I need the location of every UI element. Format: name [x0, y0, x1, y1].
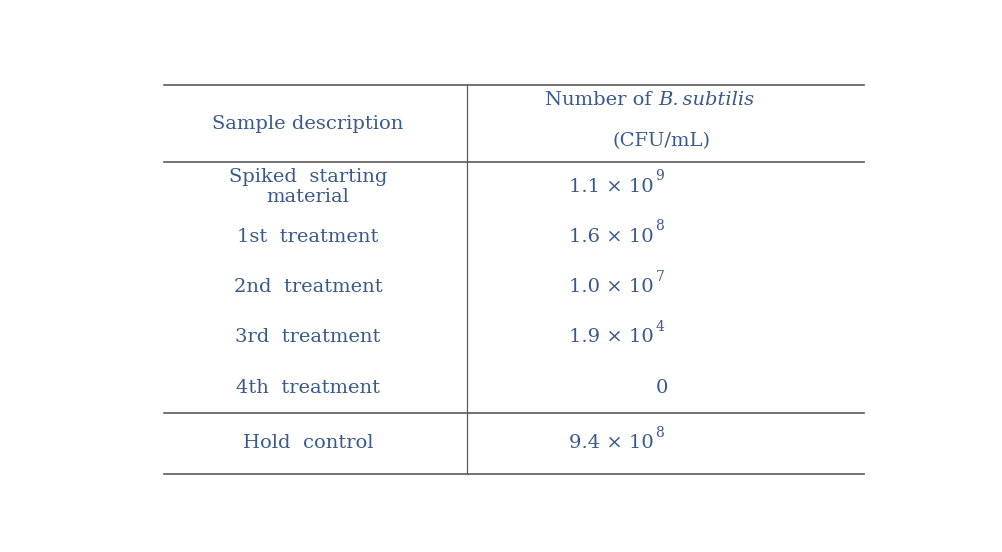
Text: 1.9 × 10: 1.9 × 10 — [569, 328, 653, 347]
Text: 8: 8 — [655, 426, 663, 440]
Text: 4th  treatment: 4th treatment — [235, 379, 380, 396]
Text: 1.0 × 10: 1.0 × 10 — [569, 278, 653, 296]
Text: 3rd  treatment: 3rd treatment — [235, 328, 381, 347]
Text: Sample description: Sample description — [212, 115, 404, 132]
Text: B. subtilis: B. subtilis — [657, 91, 754, 109]
Text: 8: 8 — [655, 220, 663, 233]
Text: 1.1 × 10: 1.1 × 10 — [569, 178, 653, 196]
Text: 1.6 × 10: 1.6 × 10 — [569, 228, 653, 246]
Text: Hold  control: Hold control — [242, 434, 373, 453]
Text: Number of: Number of — [544, 91, 657, 109]
Text: 9.4 × 10: 9.4 × 10 — [569, 434, 653, 453]
Text: 0: 0 — [655, 379, 667, 396]
Text: 7: 7 — [655, 269, 663, 284]
Text: 9: 9 — [655, 169, 663, 183]
Text: 4: 4 — [655, 320, 663, 334]
Text: 2nd  treatment: 2nd treatment — [233, 278, 382, 296]
Text: Spiked  starting
material: Spiked starting material — [228, 168, 387, 206]
Text: 1st  treatment: 1st treatment — [237, 228, 379, 246]
Text: (CFU/mL): (CFU/mL) — [612, 131, 710, 150]
